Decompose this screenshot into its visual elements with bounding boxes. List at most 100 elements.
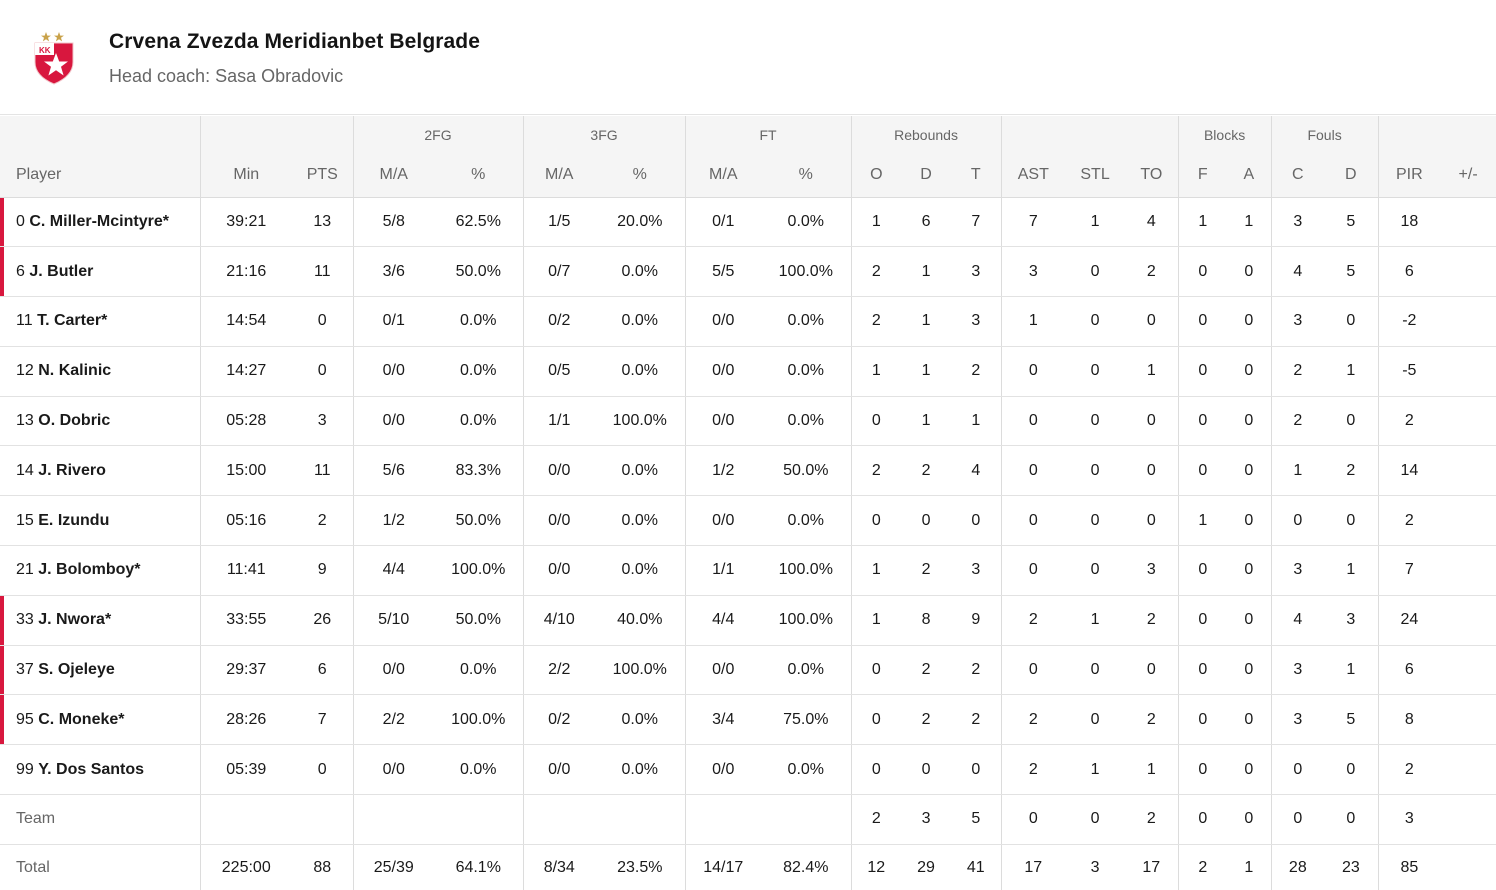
player-cell[interactable]: 6 J. Butler: [0, 246, 200, 298]
player-name-link[interactable]: J. Bolomboy*: [38, 561, 141, 579]
player-row[interactable]: 11 T. Carter* 14:54 0 0/1 0.0% 0/2 0.0% 0/0 0.0%…: [0, 296, 1496, 347]
col-3fg-ma[interactable]: M/A: [522, 153, 596, 198]
stat-fg2-ma: 4/4: [352, 545, 434, 596]
stat-fg2-ma: 0/0: [352, 346, 434, 397]
stat-blk-a: 0: [1227, 495, 1272, 547]
player-name-link[interactable]: O. Dobric: [38, 412, 111, 430]
stat-reb-t: 2: [951, 645, 1002, 696]
player-name-link[interactable]: N. Kalinic: [38, 362, 112, 380]
stat-foul-d: 5: [1324, 197, 1379, 248]
stat-min: 33:55: [199, 595, 292, 646]
col-reb-t[interactable]: T: [951, 153, 1002, 198]
player-cell[interactable]: 37 S. Ojeleye: [0, 645, 200, 696]
col-2fg-pct[interactable]: %: [434, 153, 524, 198]
player-cell[interactable]: 33 J. Nwora*: [0, 595, 200, 646]
player-row[interactable]: 37 S. Ojeleye 29:37 6 0/0 0.0% 2/2 100.0% 0/0 0.…: [0, 645, 1496, 696]
player-number: 37: [16, 661, 34, 679]
player-name-link[interactable]: C. Miller-Mcintyre*: [29, 212, 169, 230]
stat-fg2-pct: 64.1%: [455, 858, 501, 876]
player-name-link[interactable]: S. Ojeleye: [38, 661, 115, 679]
stat-fg3-ma: 0/2: [522, 694, 596, 746]
player-cell[interactable]: 13 O. Dobric: [0, 396, 200, 447]
col-blk-a[interactable]: A: [1227, 153, 1272, 198]
col-pir[interactable]: PIR: [1377, 153, 1441, 198]
player-cell[interactable]: 11 T. Carter*: [0, 296, 200, 347]
stat-reb-d: 6: [901, 197, 952, 248]
player-cell[interactable]: 15 E. Izundu: [0, 495, 200, 547]
player-row[interactable]: 14 J. Rivero 15:00 11 5/6 83.3% 0/0 0.0% 1/2 50.…: [0, 445, 1496, 497]
col-to[interactable]: TO: [1125, 153, 1179, 198]
player-cell[interactable]: 99 Y. Dos Santos: [0, 744, 200, 796]
player-name-link[interactable]: J. Butler: [29, 262, 94, 280]
player-cell[interactable]: 0 C. Miller-Mcintyre*: [0, 197, 200, 248]
stat-foul-c: 1: [1270, 445, 1325, 497]
stat-stl: 0: [1065, 645, 1126, 696]
stat-fg3-ma: 4/10: [522, 595, 596, 646]
player-cell[interactable]: 14 J. Rivero: [0, 445, 200, 497]
player-row[interactable]: 15 E. Izundu 05:16 2 1/2 50.0% 0/0 0.0% 0/0 0.0%…: [0, 495, 1496, 547]
col-3fg-pct[interactable]: %: [595, 153, 686, 198]
stat-blk-a: 0: [1227, 545, 1272, 596]
stat-to: 17: [1142, 858, 1161, 876]
player-cell[interactable]: 12 N. Kalinic: [0, 346, 200, 397]
stat-ft-pct: 0.0%: [761, 645, 852, 696]
col-min[interactable]: Min: [199, 153, 292, 198]
player-row[interactable]: 6 J. Butler 21:16 11 3/6 50.0% 0/7 0.0% 5/5 100.…: [0, 246, 1496, 298]
stat-fg2-ma: 0/0: [352, 396, 434, 447]
player-name-link[interactable]: C. Moneke*: [38, 710, 125, 728]
player-row[interactable]: 95 C. Moneke* 28:26 7 2/2 100.0% 0/2 0.0% 3/4 75…: [0, 694, 1496, 746]
stat-ft-pct: 100.0%: [761, 246, 852, 298]
stat-blk-a: 0: [1227, 296, 1272, 347]
stat-pts: 3: [292, 396, 353, 447]
on-court-marker: [0, 695, 4, 744]
stat-blk-f: 0: [1177, 794, 1228, 845]
player-name-link[interactable]: E. Izundu: [38, 511, 110, 529]
stat-reb-t: 1: [951, 396, 1002, 447]
stat-ast: 17: [1000, 844, 1066, 890]
col-blk-f[interactable]: F: [1177, 153, 1228, 198]
player-row[interactable]: 13 O. Dobric 05:28 3 0/0 0.0% 1/1 100.0% 0/0 0.0…: [0, 396, 1496, 447]
col-foul-c[interactable]: C: [1270, 153, 1325, 198]
player-name-link[interactable]: Y. Dos Santos: [38, 760, 145, 778]
col-reb-o[interactable]: O: [850, 153, 902, 198]
player-row[interactable]: 0 C. Miller-Mcintyre* 39:21 13 5/8 62.5% 1/5 2…: [0, 197, 1496, 248]
stat-foul-d: 1: [1324, 346, 1379, 397]
player-name-link[interactable]: T. Carter*: [37, 312, 108, 330]
col-player[interactable]: Player: [0, 153, 200, 198]
col-pts[interactable]: PTS: [292, 153, 353, 198]
head-coach: Head coach: Sasa Obradovic: [109, 66, 344, 86]
stat-pts: 2: [292, 495, 353, 547]
col-reb-d[interactable]: D: [901, 153, 952, 198]
stat-to: 2: [1125, 246, 1179, 298]
player-number: 14: [16, 461, 34, 479]
box-score-table: 2FG 3FG FT Rebounds Blocks Fouls Player …: [0, 116, 1496, 890]
stat-reb-o: 0: [850, 645, 902, 696]
player-row[interactable]: 33 J. Nwora* 33:55 26 5/10 50.0% 4/10 40.0% 4/4…: [0, 595, 1496, 646]
stat-pm: [1440, 346, 1496, 397]
player-cell[interactable]: 21 J. Bolomboy*: [0, 545, 200, 596]
col-ft-ma[interactable]: M/A: [684, 153, 762, 198]
team-header: KK Crvena Zvezda Meridianbet Belgrade He…: [0, 0, 1496, 115]
stat-min: 05:16: [199, 495, 292, 547]
stat-stl: 0: [1065, 246, 1126, 298]
player-row[interactable]: 99 Y. Dos Santos 05:39 0 0/0 0.0% 0/0 0.0% 0/0 0…: [0, 744, 1496, 796]
stat-ft-ma: 0/0: [684, 744, 762, 796]
stat-fg3-ma: 0/2: [522, 296, 596, 347]
stat-to: 0: [1125, 296, 1179, 347]
player-row[interactable]: 21 J. Bolomboy* 11:41 9 4/4 100.0% 0/0 0.0% 1/1…: [0, 545, 1496, 596]
col-plus-minus[interactable]: +/-: [1440, 153, 1496, 198]
col-foul-d[interactable]: D: [1324, 153, 1379, 198]
col-2fg-ma[interactable]: M/A: [352, 153, 434, 198]
player-row[interactable]: 12 N. Kalinic 14:27 0 0/0 0.0% 0/5 0.0% 0/0 0.0%…: [0, 346, 1496, 397]
player-cell[interactable]: 95 C. Moneke*: [0, 694, 200, 746]
col-ast[interactable]: AST: [1000, 153, 1066, 198]
stat-min: 05:39: [199, 744, 292, 796]
col-stl[interactable]: STL: [1065, 153, 1126, 198]
stat-fg3-pct: 0.0%: [595, 694, 686, 746]
stat-reb-o: 0: [850, 396, 902, 447]
player-name-link[interactable]: J. Rivero: [38, 461, 106, 479]
col-ft-pct[interactable]: %: [761, 153, 852, 198]
stat-fg3-ma: 8/34: [522, 844, 596, 890]
stat-pts: 11: [292, 246, 353, 298]
player-name-link[interactable]: J. Nwora*: [38, 611, 112, 629]
